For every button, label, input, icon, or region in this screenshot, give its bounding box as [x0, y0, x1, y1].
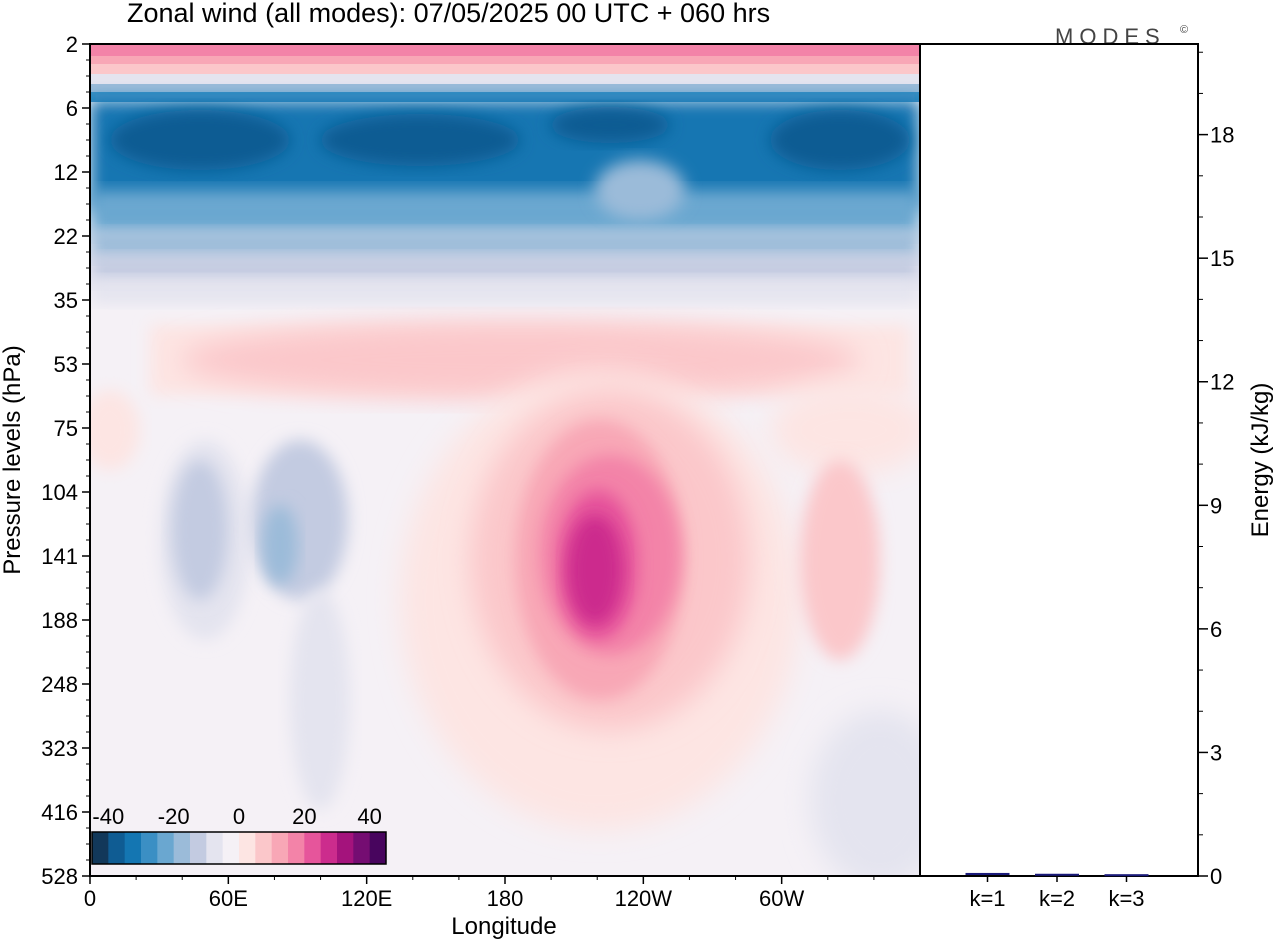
energy-tick-label: 15	[1210, 246, 1234, 271]
energy-y-axis: 0 3 6 9 12 15 18	[1198, 51, 1234, 889]
logo-mark: ©	[1180, 24, 1188, 36]
colorbar-swatch	[271, 832, 289, 864]
energy-tick-label: 6	[1210, 617, 1222, 642]
colorbar-swatch	[206, 832, 224, 864]
colorbar-swatch	[92, 832, 109, 864]
colorbar-tick-label: -40	[92, 804, 124, 829]
y-tick-label: 104	[41, 480, 78, 505]
colorbar-tick-label: 0	[233, 804, 245, 829]
colorbar-tick-label: -20	[158, 804, 190, 829]
energy-tick-label: 18	[1210, 123, 1234, 148]
x-tick-label: 180	[487, 886, 524, 911]
y-tick-label: 6	[66, 96, 78, 121]
easterly-lobe-3	[290, 590, 350, 810]
y-tick-label: 75	[54, 416, 78, 441]
colorbar-swatch	[239, 832, 256, 864]
band-easterly-edge-2	[90, 92, 920, 102]
energy-bar	[1035, 873, 1079, 876]
energy-x-axis: k=1 k=2 k=3	[969, 876, 1145, 911]
energy-category-label: k=3	[1108, 886, 1144, 911]
colorbar-swatch	[157, 832, 175, 864]
band-westerly-top-3	[90, 64, 920, 74]
band-westerly-top	[90, 44, 920, 58]
y-axis-label: Pressure levels (hPa)	[0, 345, 26, 574]
x-axis: 0 60E 120E 180 120W 60W	[84, 876, 875, 911]
easterly-weak-patch	[595, 160, 685, 220]
energy-bar	[1104, 874, 1149, 877]
colorbar-labels: -40 -20 0 20 40	[92, 804, 381, 829]
colorbar-swatch	[304, 832, 322, 864]
energy-axis-label: Energy (kJ/kg)	[1247, 383, 1274, 538]
colorbar-swatch	[255, 832, 273, 864]
band-easterly-edge	[90, 84, 920, 94]
x-tick-label: 120W	[615, 886, 673, 911]
colorbar-swatches	[92, 832, 387, 864]
energy-panel: 0 3 6 9 12 15 18 k=1 k=2 k=3 Energy (kJ/kg)	[919, 43, 1274, 911]
westerly-east-arm	[800, 460, 880, 660]
easterly-lobe-2b	[262, 505, 298, 585]
colorbar-frame	[91, 831, 387, 865]
x-axis-label: Longitude	[451, 913, 556, 940]
easterly-core-2	[320, 114, 520, 166]
easterly-core-4	[770, 110, 910, 170]
westerly-patch-west	[90, 390, 140, 470]
y-tick-label: 22	[54, 224, 78, 249]
colorbar-swatch	[288, 832, 305, 864]
energy-category-label: k=2	[1039, 886, 1075, 911]
easterly-core-3	[550, 107, 670, 143]
energy-bar	[965, 872, 1010, 875]
x-tick-label: 120E	[341, 886, 392, 911]
colorbar-swatch	[124, 832, 142, 864]
y-axis-left: 2 6 12 22 35 53 75 104 141 188 248 323 416 528	[41, 32, 90, 889]
colorbar-swatch	[190, 832, 207, 864]
colorbar-swatch	[141, 832, 158, 864]
colorbar-tick-label: 40	[357, 804, 381, 829]
colorbar-tick-label: 20	[292, 804, 316, 829]
heatmap-plot	[90, 44, 920, 876]
y-tick-label: 188	[41, 608, 78, 633]
colorbar: -40 -20 0 20 40	[91, 804, 387, 865]
energy-bars	[965, 872, 1149, 877]
band-westerly-top-2	[90, 56, 920, 66]
energy-tick-label: 3	[1210, 740, 1222, 765]
y-tick-label: 53	[54, 352, 78, 377]
y-tick-label: 141	[41, 544, 78, 569]
colorbar-swatch	[222, 832, 240, 864]
westerly-patch-east	[770, 385, 920, 475]
y-tick-label: 528	[41, 864, 78, 889]
colorbar-swatch	[173, 832, 191, 864]
energy-category-label: k=1	[969, 886, 1005, 911]
y-tick-label: 35	[54, 288, 78, 313]
x-tick-label: 0	[84, 886, 96, 911]
easterly-lobe-4	[810, 710, 920, 876]
westerly-jet-core	[567, 515, 623, 625]
colorbar-swatch	[369, 832, 387, 864]
band-transition	[90, 74, 920, 84]
energy-frame	[919, 43, 1199, 877]
y-tick-label: 12	[54, 160, 78, 185]
easterly-core-1	[110, 110, 290, 170]
band-easterly-lower-4	[90, 278, 920, 304]
energy-tick-label: 9	[1210, 493, 1222, 518]
energy-tick-label: 12	[1210, 370, 1234, 395]
x-tick-label: 60E	[209, 886, 248, 911]
energy-tick-label: 0	[1210, 864, 1222, 889]
y-tick-label: 2	[66, 32, 78, 57]
westerly-layer-53b	[180, 322, 860, 398]
colorbar-swatch	[353, 832, 371, 864]
y-tick-label: 248	[41, 672, 78, 697]
band-easterly-lower	[90, 190, 920, 235]
colorbar-swatch	[337, 832, 354, 864]
y-tick-label: 416	[41, 800, 78, 825]
x-tick-label: 60W	[759, 886, 804, 911]
colorbar-swatch	[108, 832, 126, 864]
chart-title: Zonal wind (all modes): 07/05/2025 00 UT…	[127, 0, 770, 28]
colorbar-swatch	[320, 832, 338, 864]
easterly-lobe-1b	[172, 460, 228, 600]
y-tick-label: 323	[41, 736, 78, 761]
